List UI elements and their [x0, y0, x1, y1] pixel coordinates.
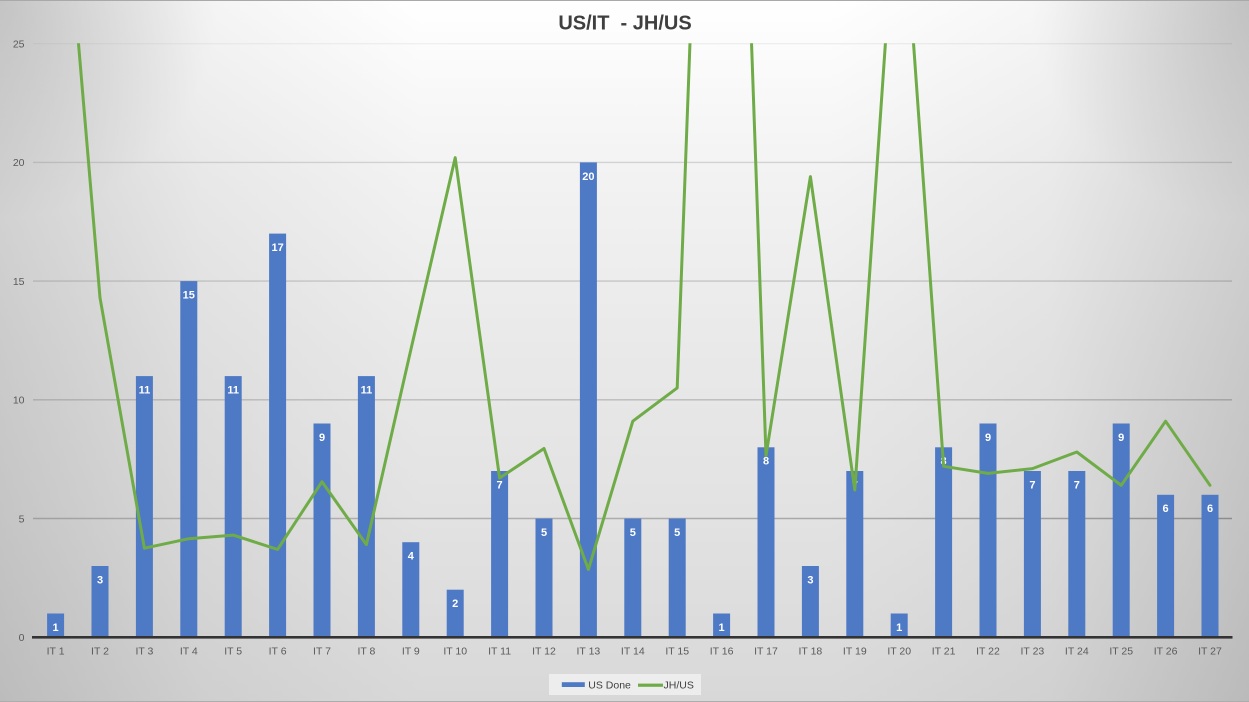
svg-text:IT 17: IT 17 — [754, 646, 778, 658]
svg-text:IT 16: IT 16 — [710, 646, 734, 658]
svg-text:0: 0 — [19, 632, 25, 644]
svg-text:9: 9 — [985, 432, 991, 444]
svg-text:8: 8 — [763, 456, 769, 468]
svg-text:IT 10: IT 10 — [443, 646, 467, 658]
svg-text:IT 26: IT 26 — [1154, 646, 1178, 658]
svg-text:IT 13: IT 13 — [577, 646, 601, 658]
svg-text:5: 5 — [541, 527, 547, 539]
svg-text:IT 23: IT 23 — [1021, 646, 1045, 658]
svg-text:IT 2: IT 2 — [91, 646, 109, 658]
svg-text:IT 21: IT 21 — [932, 646, 956, 658]
svg-text:1: 1 — [896, 622, 902, 634]
svg-text:7: 7 — [1029, 479, 1035, 491]
svg-text:11: 11 — [139, 385, 151, 397]
svg-text:IT 3: IT 3 — [135, 646, 153, 658]
svg-text:IT 20: IT 20 — [887, 646, 911, 658]
svg-text:6: 6 — [1163, 503, 1169, 515]
svg-text:IT 7: IT 7 — [313, 646, 331, 658]
svg-text:IT 27: IT 27 — [1198, 646, 1222, 658]
svg-text:9: 9 — [319, 432, 325, 444]
svg-text:9: 9 — [1118, 432, 1124, 444]
svg-text:11: 11 — [361, 385, 373, 397]
svg-text:7: 7 — [497, 479, 503, 491]
svg-text:IT 22: IT 22 — [976, 646, 1000, 658]
svg-text:IT 5: IT 5 — [224, 646, 242, 658]
svg-text:JH/US: JH/US — [664, 679, 694, 691]
svg-text:11: 11 — [227, 385, 239, 397]
svg-text:IT 4: IT 4 — [180, 646, 198, 658]
svg-text:6: 6 — [1207, 503, 1213, 515]
svg-text:US Done: US Done — [588, 679, 631, 691]
svg-text:IT 12: IT 12 — [532, 646, 556, 658]
svg-text:15: 15 — [183, 290, 195, 302]
svg-text:17: 17 — [271, 242, 283, 254]
svg-text:US/IT - JH/US: US/IT - JH/US — [558, 13, 691, 35]
svg-text:5: 5 — [19, 513, 25, 525]
svg-text:20: 20 — [582, 171, 594, 183]
svg-text:IT 14: IT 14 — [621, 646, 645, 658]
svg-text:IT 6: IT 6 — [269, 646, 287, 658]
svg-text:IT 24: IT 24 — [1065, 646, 1089, 658]
svg-text:IT 1: IT 1 — [47, 646, 65, 658]
svg-text:10: 10 — [13, 395, 25, 407]
svg-text:5: 5 — [674, 527, 680, 539]
svg-text:1: 1 — [53, 622, 59, 634]
svg-text:15: 15 — [13, 276, 25, 288]
svg-text:20: 20 — [13, 157, 25, 169]
svg-text:IT 9: IT 9 — [402, 646, 420, 658]
svg-text:5: 5 — [630, 527, 636, 539]
svg-text:IT 15: IT 15 — [665, 646, 689, 658]
svg-text:7: 7 — [1074, 479, 1080, 491]
svg-text:IT 19: IT 19 — [843, 646, 867, 658]
svg-text:3: 3 — [807, 574, 813, 586]
svg-text:2: 2 — [452, 598, 458, 610]
svg-text:4: 4 — [408, 551, 415, 563]
svg-text:IT 18: IT 18 — [799, 646, 823, 658]
svg-text:IT 11: IT 11 — [488, 646, 511, 658]
svg-text:1: 1 — [719, 622, 725, 634]
svg-text:IT 8: IT 8 — [357, 646, 375, 658]
svg-text:25: 25 — [13, 39, 25, 51]
svg-text:IT 25: IT 25 — [1109, 646, 1133, 658]
svg-text:3: 3 — [97, 574, 103, 586]
